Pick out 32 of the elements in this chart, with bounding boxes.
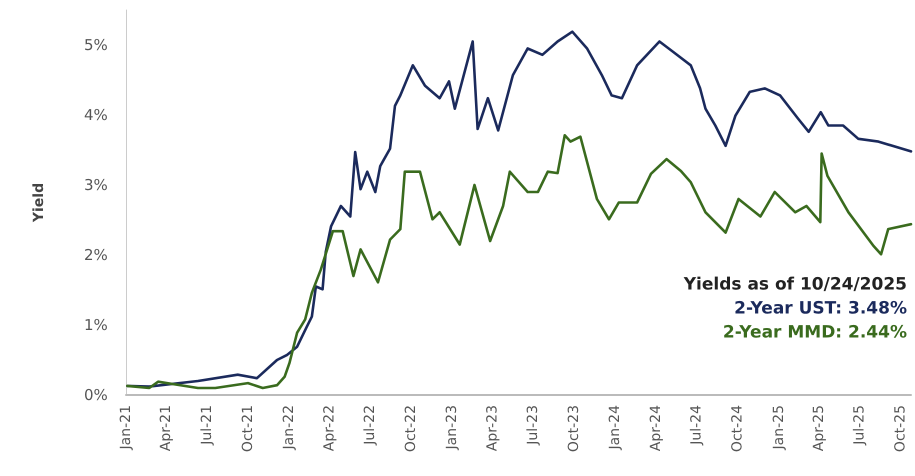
y-tick-label: 4%: [84, 106, 108, 124]
x-tick-label: Apr-23: [484, 405, 500, 452]
x-tick-label: Jul-24: [688, 404, 705, 446]
x-tick-label: Apr-24: [648, 404, 664, 452]
x-tick-label: Oct-23: [566, 405, 582, 452]
x-tick-label: Apr-22: [321, 405, 338, 452]
x-tick-label: Jul-23: [525, 405, 542, 446]
x-tick-label: Oct-21: [240, 405, 256, 452]
x-tick-label: Oct-25: [892, 405, 909, 452]
y-tick-label: 0%: [84, 386, 108, 404]
x-tick-label: Apr-25: [810, 405, 827, 452]
y-tick-label: 3%: [84, 176, 108, 194]
annotation: 2-Year UST: 3.48%: [734, 298, 908, 318]
annotation: 2-Year MMD: 2.44%: [722, 322, 907, 342]
line-series: [126, 134, 912, 390]
x-tick-label: Jan-22: [281, 405, 298, 450]
line-series: [126, 30, 912, 388]
x-tick-label: Jul-21: [198, 405, 215, 446]
x-tick-label: Oct-22: [403, 405, 420, 452]
y-tick-label: 5%: [84, 36, 108, 54]
y-tick-label: 1%: [84, 316, 108, 334]
x-tick-label: Jan-23: [444, 405, 460, 450]
x-tick-label: Jul-22: [362, 405, 378, 446]
y-axis-title: Yield: [31, 182, 47, 224]
x-tick-label: Jan-25: [770, 405, 787, 450]
x-tick-label: Oct-24: [730, 404, 746, 452]
annotation: Yields as of 10/24/2025: [682, 274, 907, 294]
x-tick-label: Jul-25: [852, 405, 868, 446]
x-tick-label: Jan-24: [607, 404, 624, 450]
x-tick-label: Apr-21: [158, 405, 174, 452]
x-tick-label: Jan-21: [118, 405, 134, 450]
y-tick-label: 2%: [84, 246, 108, 264]
